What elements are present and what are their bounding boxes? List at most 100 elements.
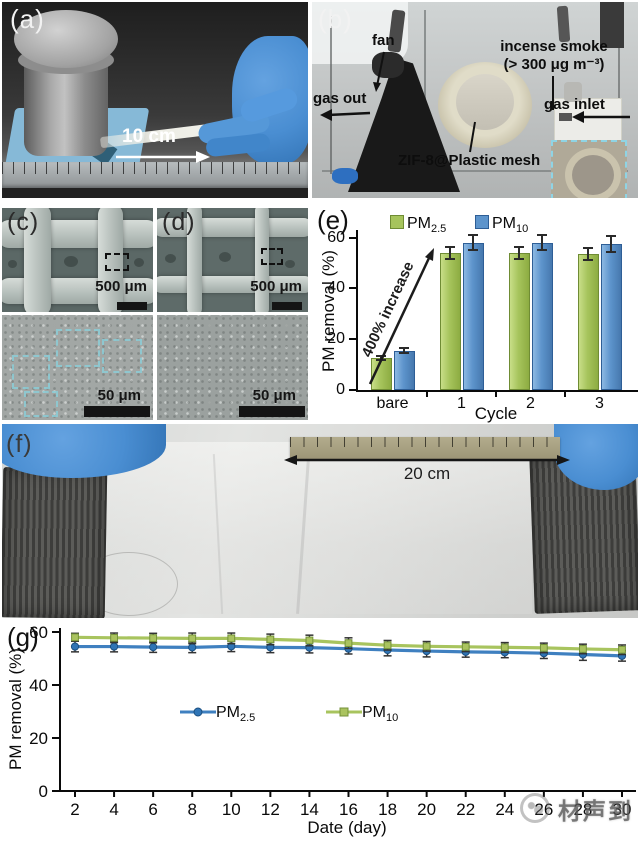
x-axis-title: Cycle bbox=[474, 404, 518, 423]
zoom-region-box bbox=[105, 253, 129, 271]
zif-crystal-box bbox=[56, 329, 100, 367]
blue-clip bbox=[332, 168, 358, 184]
scalebar bbox=[239, 406, 305, 417]
x-axis bbox=[356, 390, 638, 392]
error-cap bbox=[583, 246, 593, 249]
panel-c-sem-bottom: 50 μm bbox=[2, 315, 153, 420]
fan-label: fan bbox=[372, 32, 395, 49]
svg-text:60: 60 bbox=[29, 623, 48, 642]
cylinder-cap bbox=[14, 10, 118, 68]
watermark-logo-icon bbox=[520, 793, 550, 823]
svg-text:20: 20 bbox=[29, 729, 48, 748]
incense-smoke-label: incense smoke (> 300 μg m⁻³) bbox=[478, 38, 630, 74]
increase-arrow-icon bbox=[368, 248, 434, 385]
error-bar bbox=[610, 236, 612, 252]
panel-label-g: (g) bbox=[7, 622, 39, 652]
sem-hole bbox=[165, 254, 176, 263]
error-bar bbox=[449, 246, 451, 260]
error-bar bbox=[518, 246, 520, 260]
zif-crystal-box bbox=[12, 355, 50, 389]
legend-pm10: PM10 bbox=[475, 215, 528, 235]
zoom-region-box bbox=[261, 248, 283, 265]
error-cap bbox=[468, 249, 478, 252]
chamber-edge bbox=[618, 12, 620, 172]
legend-pm25: PM2.5 bbox=[180, 704, 255, 724]
y-axis bbox=[356, 230, 358, 392]
x-category-label: 2 bbox=[526, 395, 535, 412]
x-category-label: 3 bbox=[595, 395, 604, 412]
error-cap bbox=[606, 235, 616, 238]
error-cap bbox=[399, 347, 409, 350]
fan-motor bbox=[372, 52, 404, 78]
legend-swatch-pm10 bbox=[475, 215, 489, 229]
error-bar bbox=[541, 235, 543, 251]
y-tick-label: 60 bbox=[327, 228, 345, 246]
error-bar bbox=[587, 247, 589, 261]
scale-arrow-icon bbox=[284, 455, 570, 465]
panel-b-annotation-arrows bbox=[320, 51, 630, 153]
line-chart-canvas: 020406024681012141618202224262830 bbox=[29, 623, 636, 819]
error-cap bbox=[468, 234, 478, 237]
panel-label-c: (c) bbox=[7, 208, 40, 236]
legend-swatch-pm25 bbox=[390, 215, 404, 229]
scale-arrow-icon bbox=[116, 151, 210, 163]
panel-label-e: (e) bbox=[317, 205, 349, 235]
error-cap bbox=[583, 259, 593, 262]
scalebar-label: 50 μm bbox=[252, 387, 296, 404]
panel-f-photo: 20 cm (f) bbox=[2, 424, 638, 618]
svg-text:6: 6 bbox=[148, 800, 157, 819]
chamber-edge bbox=[424, 10, 426, 174]
panel-d-sem-bottom: 50 μm bbox=[157, 315, 308, 420]
sem-hole bbox=[8, 260, 17, 268]
incense-stub bbox=[564, 82, 582, 102]
svg-text:0: 0 bbox=[39, 782, 48, 801]
scalebar-label: 50 μm bbox=[97, 387, 141, 404]
panel-e-bar-chart: (e) 0 20 40 60 bare 1 2 3 Cycle PM removal (%) PM2… bbox=[312, 200, 638, 424]
y-axis-title: PM removal (%) bbox=[6, 648, 25, 770]
panel-d-sem-top: 500 μm (d) bbox=[157, 208, 308, 312]
sem-hole bbox=[64, 256, 78, 267]
zif-crystal-box bbox=[24, 391, 58, 417]
scalebar-label: 500 μm bbox=[250, 278, 302, 295]
panel-label-d: (d) bbox=[162, 208, 196, 236]
x-axis-title: Date (day) bbox=[307, 818, 387, 837]
svg-text:24: 24 bbox=[495, 800, 514, 819]
y-tick bbox=[349, 338, 356, 341]
scalebar bbox=[272, 302, 302, 310]
y-tick-label: 0 bbox=[336, 381, 345, 398]
panel-a-photo: 10 cm (a) bbox=[2, 2, 308, 198]
y-tick bbox=[349, 389, 356, 391]
watermark-text: 材声到 bbox=[558, 798, 633, 824]
legend-pm10: PM10 bbox=[326, 704, 398, 724]
svg-text:8: 8 bbox=[187, 800, 196, 819]
mesh-fiber bbox=[187, 208, 202, 312]
panel-label-f: (f) bbox=[6, 430, 33, 458]
svg-text:4: 4 bbox=[109, 800, 118, 819]
error-cap bbox=[376, 355, 386, 358]
scalebar-label: 500 μm bbox=[95, 278, 147, 295]
svg-text:28: 28 bbox=[573, 800, 592, 819]
error-cap bbox=[606, 250, 616, 253]
y-tick-label: 20 bbox=[327, 330, 345, 348]
sem-hole bbox=[219, 252, 231, 262]
svg-text:40: 40 bbox=[29, 676, 48, 695]
zif-crystal-box bbox=[102, 339, 142, 373]
panel-b-photo: fan gas out incense smoke (> 300 μg m⁻³)… bbox=[312, 2, 638, 198]
dark-block bbox=[600, 2, 624, 48]
gas-out-label: gas out bbox=[313, 90, 367, 107]
rolled-mesh-left bbox=[2, 467, 108, 618]
panel-label-b: (b) bbox=[318, 4, 353, 34]
svg-text:16: 16 bbox=[339, 800, 358, 819]
error-cap bbox=[514, 245, 524, 248]
y-tick bbox=[349, 287, 356, 290]
table-edge bbox=[2, 188, 308, 198]
x-tick bbox=[564, 392, 566, 397]
zif8-mesh-ring-inner bbox=[456, 74, 514, 130]
svg-text:14: 14 bbox=[300, 800, 319, 819]
error-cap bbox=[514, 258, 524, 261]
mesh-fiber bbox=[24, 208, 51, 312]
ruler-ticks bbox=[290, 437, 560, 447]
incense-smoke-line2: (> 300 μg m⁻³) bbox=[503, 56, 605, 73]
zif8-mesh-label: ZIF-8@Plastic mesh bbox=[398, 152, 541, 169]
panel-c-sem-top: 500 μm (c) bbox=[2, 208, 153, 312]
